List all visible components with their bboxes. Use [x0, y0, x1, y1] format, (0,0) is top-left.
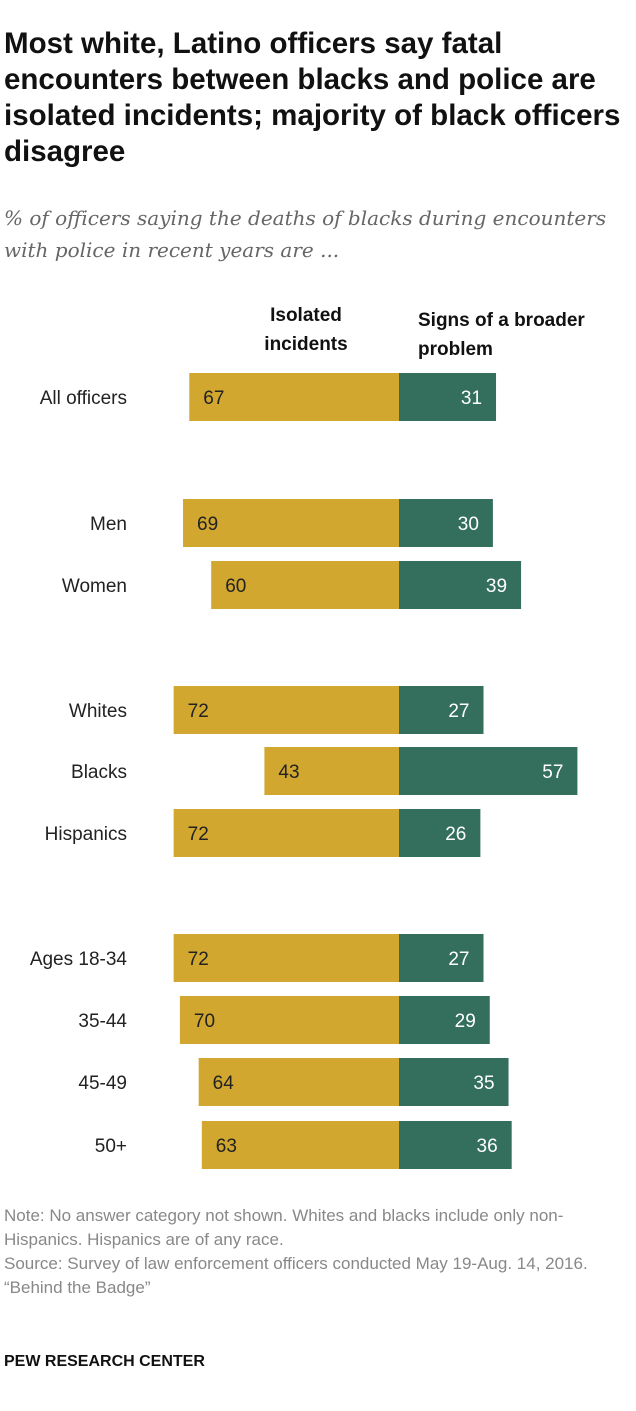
category-label: 50+ — [95, 1136, 127, 1157]
data-label-broader: 27 — [448, 949, 469, 970]
data-label-isolated: 63 — [216, 1136, 237, 1157]
bar-isolated — [173, 809, 399, 857]
bar-broader — [399, 686, 484, 734]
bar-broader — [399, 934, 484, 982]
bar-isolated — [173, 934, 399, 982]
data-label-isolated: 72 — [188, 701, 209, 722]
category-label: Men — [90, 514, 127, 535]
column-header-isolated: Isolated incidents — [264, 305, 348, 355]
data-label-broader: 27 — [448, 701, 469, 722]
column-header-broader: Signs of a broader problem — [418, 310, 585, 360]
data-label-isolated: 72 — [188, 949, 209, 970]
bar-isolated — [183, 499, 399, 547]
bar-broader — [399, 1121, 512, 1169]
chart-subtitle: % of officers saying the deaths of black… — [4, 206, 607, 262]
bar-isolated — [189, 373, 399, 421]
data-label-broader: 30 — [458, 514, 479, 535]
bar-chart: All officers 67 31 Men 69 30 Women 60 39 Whites 72… — [30, 373, 578, 1169]
data-label-isolated: 60 — [225, 576, 246, 597]
note-text: Note: No answer category not shown. Whit… — [4, 1206, 564, 1249]
bar-broader — [399, 996, 490, 1044]
bar-isolated — [264, 747, 399, 795]
category-label: Hispanics — [45, 824, 127, 845]
data-label-isolated: 69 — [197, 514, 218, 535]
notes: Note: No answer category not shown. Whit… — [4, 1204, 629, 1300]
data-label-broader: 26 — [445, 824, 466, 845]
bar-isolated — [179, 996, 399, 1044]
data-label-broader: 35 — [473, 1073, 494, 1094]
report-title: “Behind the Badge” — [4, 1278, 151, 1297]
bar-broader — [399, 373, 497, 421]
category-label: Ages 18-34 — [30, 949, 128, 970]
category-label: 45-49 — [78, 1073, 127, 1094]
data-label-broader: 31 — [461, 388, 482, 409]
data-label-broader: 29 — [455, 1011, 476, 1032]
data-label-broader: 36 — [477, 1136, 498, 1157]
bar-broader — [399, 809, 481, 857]
bar-isolated — [173, 686, 399, 734]
data-label-broader: 57 — [542, 762, 563, 783]
data-label-broader: 39 — [486, 576, 507, 597]
category-label: Women — [62, 576, 127, 597]
category-label: All officers — [40, 388, 127, 409]
data-label-isolated: 43 — [278, 762, 299, 783]
category-label: Blacks — [71, 762, 127, 783]
bar-isolated — [211, 561, 399, 609]
data-label-isolated: 72 — [188, 824, 209, 845]
bar-broader — [399, 561, 522, 609]
source-text: Source: Survey of law enforcement office… — [4, 1254, 588, 1273]
data-label-isolated: 70 — [194, 1011, 215, 1032]
bar-broader — [399, 747, 578, 795]
data-label-isolated: 64 — [213, 1073, 235, 1094]
category-label: Whites — [69, 701, 127, 722]
bar-broader — [399, 1058, 509, 1106]
bar-broader — [399, 499, 493, 547]
chart-title: Most white, Latino officers say fatal en… — [4, 27, 621, 168]
bar-isolated — [198, 1058, 399, 1106]
bar-isolated — [201, 1121, 399, 1169]
category-label: 35-44 — [78, 1011, 127, 1032]
data-label-isolated: 67 — [203, 388, 224, 409]
brand-logo-text: PEW RESEARCH CENTER — [4, 1353, 205, 1370]
